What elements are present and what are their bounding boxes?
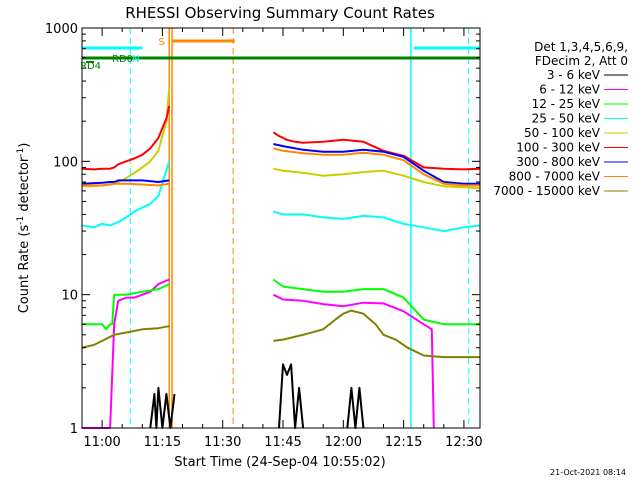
series-line-7 xyxy=(82,182,170,187)
flag-bars xyxy=(82,39,480,63)
legend-label: 3 - 6 keV xyxy=(547,68,601,82)
series-line-4 xyxy=(273,167,481,190)
series-line-7 xyxy=(273,147,480,187)
legend-label: 50 - 100 keV xyxy=(524,126,601,140)
legend: Det 1,3,4,5,6,9, FDecim 2, Att 0 3 - 6 k… xyxy=(493,40,628,198)
series-line-1 xyxy=(82,278,170,429)
series-line-8 xyxy=(81,325,170,349)
x-tick-label: 12:00 xyxy=(325,435,362,450)
legend-label: 800 - 7000 keV xyxy=(509,170,601,184)
flag-label-rd0: RD0 xyxy=(112,54,133,65)
y-axis-label: Count Rate (s-1 detector-1) xyxy=(16,143,32,314)
x-tick-label: 11:45 xyxy=(264,435,301,450)
footer-date: 21-Oct-2021 08:14 xyxy=(550,468,626,477)
plot-frame xyxy=(81,27,481,429)
flag-label-s: S xyxy=(158,37,164,48)
legend-header-line-1: Det 1,3,4,5,6,9, xyxy=(534,40,628,54)
x-tick-label: 11:30 xyxy=(204,435,241,450)
series-line-3 xyxy=(81,161,171,229)
y-tick-label: 100 xyxy=(53,155,78,170)
series-line-1 xyxy=(272,293,435,429)
x-tick-label: 12:15 xyxy=(385,435,422,450)
series-line-5 xyxy=(81,105,171,171)
chart-title: RHESSI Observing Summary Count Rates xyxy=(125,4,435,22)
legend-label: 300 - 800 keV xyxy=(516,155,600,169)
legend-label: 6 - 12 keV xyxy=(539,83,601,97)
series-line-3 xyxy=(273,210,481,233)
legend-label: 7000 - 15000 keV xyxy=(493,184,600,198)
legend-header-line-2: FDecim 2, Att 0 xyxy=(535,54,628,68)
flag-labels: N S RD0 RD4 xyxy=(80,37,165,72)
series-line-6 xyxy=(81,179,170,185)
series-line-0 xyxy=(278,363,305,429)
legend-label: 25 - 50 keV xyxy=(532,112,601,126)
x-tick-label: 12:30 xyxy=(445,435,482,450)
flag-label-rd4: RD4 xyxy=(80,61,101,72)
y-tick-label: 1 xyxy=(70,422,78,437)
flag-label-n: N xyxy=(132,54,139,65)
x-axis-label: Start Time (24-Sep-04 10:55:02) xyxy=(174,455,385,470)
series-line-8 xyxy=(273,309,480,359)
legend-label: 12 - 25 keV xyxy=(532,97,601,111)
y-axis: 1 10 100 1000 xyxy=(45,22,480,437)
y-tick-label: 10 xyxy=(61,289,78,304)
series-line-2 xyxy=(82,283,170,331)
y-tick-label: 1000 xyxy=(45,22,78,37)
x-tick-label: 11:00 xyxy=(83,435,120,450)
legend-label: 100 - 300 keV xyxy=(516,141,600,155)
x-tick-label: 11:15 xyxy=(144,435,181,450)
series-line-0 xyxy=(149,386,176,429)
series-line-6 xyxy=(273,143,480,185)
x-axis: 11:00 11:15 11:30 11:45 12:00 12:15 12:30 xyxy=(81,28,483,450)
series-line-2 xyxy=(272,278,480,326)
series-line-5 xyxy=(272,131,481,171)
